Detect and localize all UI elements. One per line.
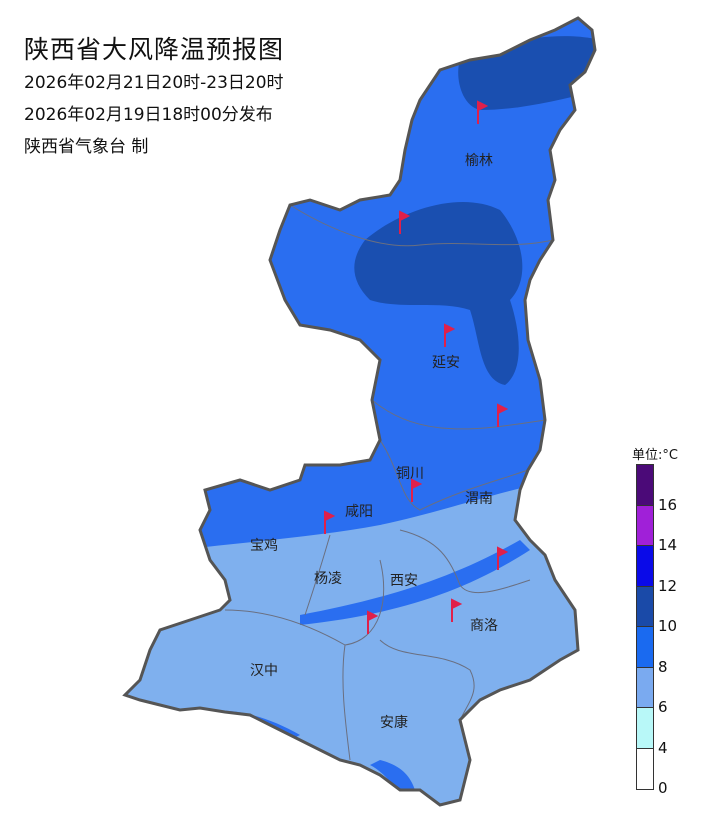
city-label: 榆林	[465, 153, 493, 169]
legend-tick: 10	[658, 617, 678, 635]
wind-flag-icon	[411, 478, 423, 502]
issue-time: 2026年02月19日18时00分发布	[24, 105, 273, 125]
zone-10-12-central	[354, 201, 523, 385]
zone-8-10-south-band	[300, 540, 530, 625]
legend-tick: 6	[658, 698, 668, 716]
city-label: 宝鸡	[250, 537, 278, 554]
legend-swatch	[637, 627, 653, 668]
city-label: 安康	[380, 714, 408, 731]
legend-tick: 14	[658, 536, 678, 554]
wind-flag-icon	[477, 100, 489, 124]
city-label: 咸阳	[345, 504, 373, 520]
legend-tick: 12	[658, 576, 678, 595]
wind-flag-icon	[324, 510, 336, 534]
city-label: 延安	[432, 355, 460, 371]
city-label: 汉中	[250, 663, 278, 679]
wind-flag-icon	[497, 546, 509, 570]
map-title: 陕西省大风降温预报图	[24, 35, 285, 64]
producer: 陕西省气象台 制	[24, 137, 149, 157]
legend-tick: 4	[658, 738, 668, 757]
city-label: 铜川	[396, 466, 424, 482]
wind-flag-icon	[451, 598, 463, 622]
legend-tick: 0	[658, 779, 668, 797]
wind-flag-icon	[367, 610, 379, 634]
wind-flag-icon	[444, 323, 456, 347]
zone-10-12-north	[458, 36, 595, 110]
legend-tick: 16	[658, 495, 678, 514]
legend-swatch	[637, 667, 653, 708]
zone-8-10-ankang	[370, 760, 415, 795]
city-label: 杨凌	[314, 571, 342, 587]
legend-color-bar	[636, 464, 654, 790]
legend-tick: 8	[658, 657, 668, 676]
legend-swatch	[637, 748, 653, 789]
wind-flag-icon	[497, 403, 509, 427]
legend-swatch	[637, 546, 653, 587]
legend-unit: 单位:°C	[632, 448, 678, 463]
legend-swatch	[637, 465, 653, 506]
temperature-fill	[125, 18, 595, 805]
city-label: 商洛	[470, 618, 498, 634]
valid-period: 2026年02月21日20时-23日20时	[24, 73, 284, 93]
legend-swatch	[637, 708, 653, 749]
wind-flag-icon	[399, 210, 411, 234]
city-borders	[224, 204, 554, 761]
city-label: 渭南	[465, 491, 493, 507]
legend-swatch	[637, 586, 653, 627]
legend-swatch	[637, 505, 653, 546]
city-label: 西安	[390, 573, 418, 589]
